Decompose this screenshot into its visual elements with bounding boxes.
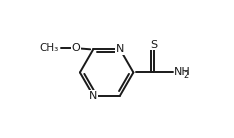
Text: N: N [116, 44, 124, 54]
Text: N: N [89, 91, 98, 101]
Text: CH₃: CH₃ [40, 43, 59, 53]
Text: S: S [150, 39, 158, 50]
Text: NH: NH [174, 67, 191, 77]
Text: 2: 2 [183, 71, 189, 80]
Text: O: O [72, 43, 80, 53]
